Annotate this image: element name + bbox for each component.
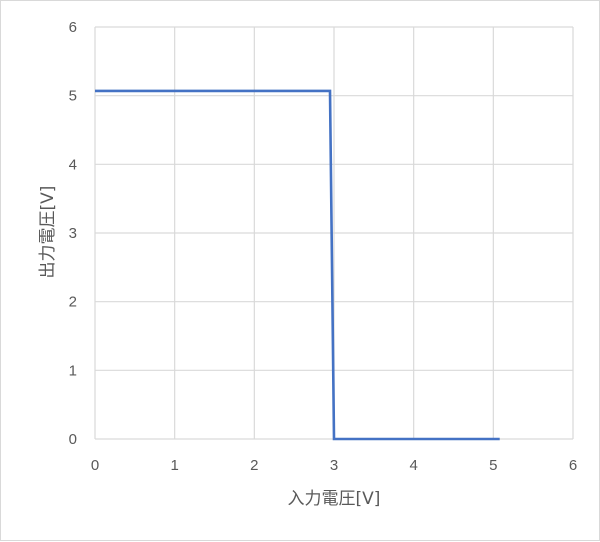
x-tick-label: 2 [250, 457, 258, 474]
y-tick-label: 1 [69, 362, 77, 379]
y-tick-label: 3 [69, 225, 77, 242]
x-tick-label: 5 [489, 457, 497, 474]
tick-labels: 0 1 2 3 4 5 6 0 1 2 3 4 5 6 [69, 19, 578, 474]
x-axis-title: 入力電圧[V] [288, 489, 381, 509]
x-tick-label: 1 [170, 457, 178, 474]
y-axis-title: 出力電圧[V] [38, 186, 58, 279]
x-tick-label: 0 [91, 457, 99, 474]
series-line-1 [95, 89, 500, 441]
y-tick-label: 5 [69, 88, 77, 105]
x-tick-label: 4 [409, 457, 417, 474]
y-tick-label: 4 [69, 156, 77, 173]
y-tick-label: 2 [69, 294, 77, 311]
y-tick-label: 6 [69, 19, 77, 36]
y-tick-label: 0 [69, 431, 77, 448]
grid [94, 26, 574, 440]
x-tick-label: 3 [330, 457, 338, 474]
series-layer [95, 89, 500, 441]
x-tick-label: 6 [569, 457, 577, 474]
